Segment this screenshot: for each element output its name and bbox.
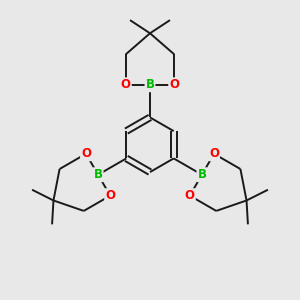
- Text: O: O: [169, 78, 179, 91]
- Text: O: O: [185, 189, 195, 202]
- Text: B: B: [146, 78, 154, 91]
- Text: O: O: [105, 189, 115, 202]
- Text: O: O: [209, 147, 219, 160]
- Text: B: B: [94, 168, 103, 181]
- Text: O: O: [81, 147, 91, 160]
- Text: B: B: [197, 168, 206, 181]
- Text: O: O: [121, 78, 131, 91]
